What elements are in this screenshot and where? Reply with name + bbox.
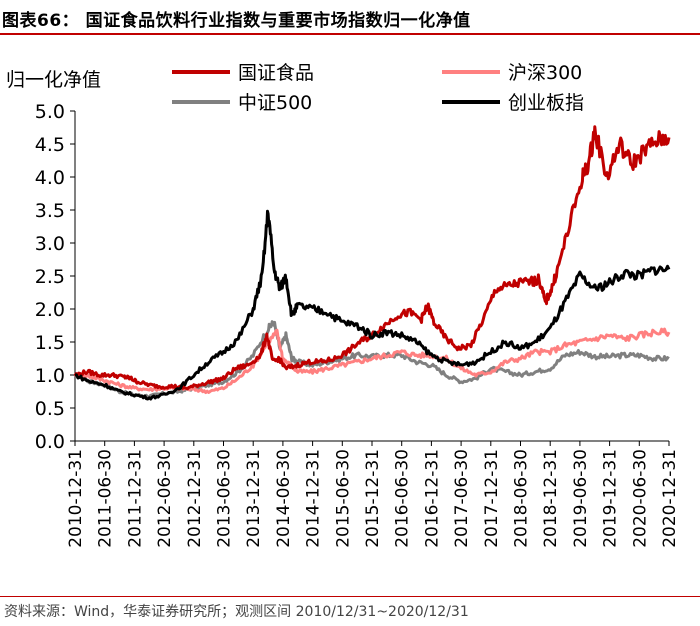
x-tick-label: 2011-12-31 [125,449,145,548]
plot-area [73,125,671,401]
x-tick-label: 2010-12-31 [66,449,86,548]
x-tick-label: 2015-06-30 [333,449,353,548]
x-tick-label: 2018-12-31 [541,449,561,548]
x-tick-label: 2011-06-30 [96,449,116,548]
legend-label: 国证食品 [238,62,314,84]
x-tick-label: 2016-06-30 [393,449,413,548]
y-tick-label: 2.0 [35,299,65,321]
footer-rule [0,596,700,597]
x-tick-label: 2015-12-31 [363,449,383,548]
figure-title: 图表66： 国证食品饮料行业指数与重要市场指数归一化净值 [2,11,471,31]
y-tick-label: 2.5 [35,266,65,288]
x-tick-label: 2013-12-31 [244,449,264,548]
legend-label: 创业板指 [508,92,584,114]
x-tick-label: 2014-06-30 [274,449,294,548]
y-axis-label: 归一化净值 [6,69,101,91]
legend: 国证食品 沪深300 中证500 创业板指 [172,62,584,114]
source-note: 资料来源：Wind，华泰证券研究所；观测区间 2010/12/31~2020/1… [4,604,469,620]
title-rule [0,33,700,35]
series-line-1 [74,320,670,399]
x-tick-label: 2019-06-30 [571,449,591,548]
y-tick-label: 3.0 [35,233,65,255]
series-line-3 [73,125,671,391]
legend-label: 沪深300 [508,62,582,84]
x-tick-label: 2017-06-30 [452,449,472,548]
y-tick-label: 0.5 [35,398,65,420]
y-tick-label: 1.0 [35,365,65,387]
x-tick-label: 2013-06-30 [215,449,235,548]
x-tick-label: 2020-12-31 [660,449,680,548]
y-tick-label: 4.0 [35,167,65,189]
x-tick-label: 2012-06-30 [155,449,175,548]
y-tick-label: 0.0 [35,431,65,453]
x-tick-label: 2018-06-30 [512,449,532,548]
y-tick-label: 5.0 [35,101,65,123]
figure-header: 图表66： 国证食品饮料行业指数与重要市场指数归一化净值 [0,0,700,35]
y-tick-label: 1.5 [35,332,65,354]
chart: 0.0 0.5 1.0 1.5 2.0 2.5 3.0 3.5 4.0 4.5 5.0 2010-12… [6,62,680,548]
series-line-4 [74,209,671,401]
x-tick-label: 2016-12-31 [422,449,442,548]
axes: 0.0 0.5 1.0 1.5 2.0 2.5 3.0 3.5 4.0 4.5 5.0 2010-12… [35,101,680,548]
x-tick-label: 2014-12-31 [304,449,324,548]
y-tick-label: 3.5 [35,200,65,222]
x-tick-label: 2020-06-30 [630,449,650,548]
y-tick-label: 4.5 [35,134,65,156]
x-tick-label: 2017-12-31 [482,449,502,548]
x-tick-label: 2012-12-31 [185,449,205,548]
x-tick-label: 2019-12-31 [601,449,621,548]
legend-label: 中证500 [238,92,312,114]
